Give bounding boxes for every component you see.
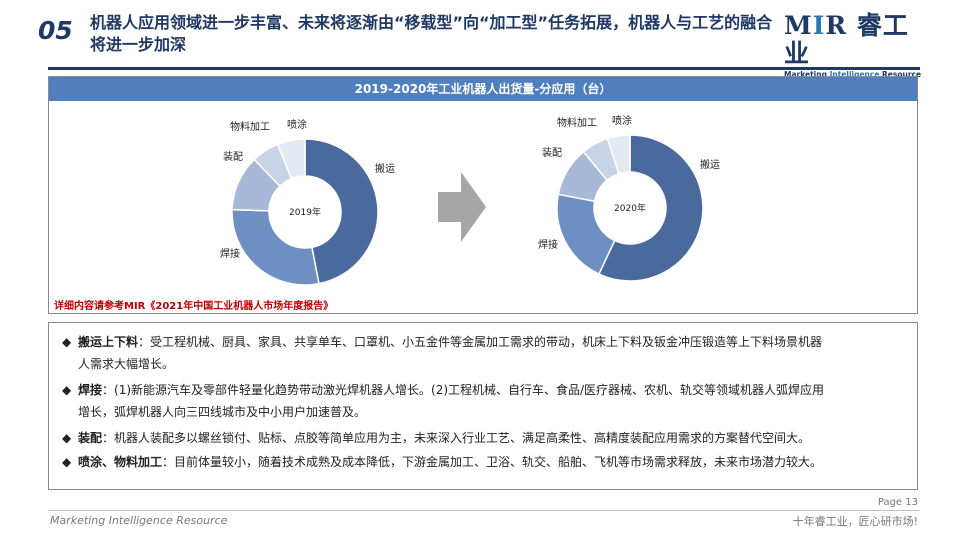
diamond-bullet-icon: ◆: [62, 335, 72, 349]
bullet-text: ：受工程机械、厨具、家具、共享单车、口罩机、小五金件等金属加工需求的带动，机床上…: [138, 335, 823, 349]
donut-hole: [594, 172, 666, 244]
donut-category-label: 焊接: [538, 238, 558, 251]
donut-center-label: 2020年: [614, 202, 646, 214]
footer-divider: [48, 510, 920, 511]
section-number: 05: [38, 16, 73, 45]
bullet-item: ◆ 焊接：(1)新能源汽车及零部件轻量化趋势带动激光焊机器人增长。(2)工程机械、…: [62, 379, 902, 423]
bullet-heading: 搬运上下料: [78, 335, 139, 349]
donut-category-label: 装配: [223, 150, 243, 163]
page-number: Page 13: [877, 497, 918, 508]
company-logo: MIR 睿工业 Marketing Intelligence Resource: [784, 11, 922, 80]
donut-center-label: 2019年: [289, 206, 321, 218]
donut-category-label: 喷涂: [612, 114, 632, 127]
bullet-item: ◆ 装配：机器人装配多以螺丝锁付、贴标、点胶等简单应用为主，未来深入行业工艺、满足…: [62, 427, 902, 449]
chart-panel: [48, 76, 918, 314]
footer-slogan: 十年睿工业，匠心研市场!: [792, 515, 918, 528]
chart-panel-header: 2019-2020年工业机器人出货量-分应用（台）: [49, 77, 917, 101]
bullet-item: ◆ 搬运上下料：受工程机械、厨具、家具、共享单车、口罩机、小五金件等金属加工需求的…: [62, 331, 902, 375]
donut-category-label: 物料加工: [230, 120, 270, 133]
title-divider: [48, 67, 920, 70]
source-note: 详细内容请参考MIR《2021年中国工业机器人市场年度报告》: [54, 301, 334, 312]
text-panel: [48, 322, 918, 490]
bullet-text: ：(1)新能源汽车及零部件轻量化趋势带动激光焊机器人增长。(2)工程机械、自行车…: [102, 383, 825, 397]
bullet-text: 增长，弧焊机器人向三四线城市及中小用户加速普及。: [78, 405, 367, 419]
donut-category-label: 搬运: [700, 158, 720, 171]
bullet-text: ：目前体量较小，随着技术成熟及成本降低，下游金属加工、卫浴、轨交、船舶、飞机等市…: [162, 455, 823, 469]
footer-left-text: Marketing Intelligence Resource: [50, 514, 228, 527]
logo-text: MIR 睿工业: [784, 11, 909, 68]
bullet-item: ◆ 喷涂、物料加工：目前体量较小，随着技术成熟及成本降低，下游金属加工、卫浴、轨交…: [62, 451, 902, 473]
donut-category-label: 喷涂: [287, 118, 307, 131]
diamond-bullet-icon: ◆: [62, 383, 72, 397]
diamond-bullet-icon: ◆: [62, 431, 72, 445]
transition-arrow-icon: [438, 172, 486, 242]
bullet-heading: 喷涂、物料加工: [78, 455, 163, 469]
page-title: 机器人应用领域进一步丰富、未来将逐渐由“移载型”向“加工型”任务拓展，机器人与工…: [90, 13, 773, 54]
donut-hole: [269, 176, 341, 248]
donut-category-label: 焊接: [220, 247, 240, 260]
logo-subtitle: Marketing Intelligence Resource: [784, 70, 922, 79]
bullet-heading: 焊接: [78, 383, 103, 397]
bullet-heading: 装配: [78, 431, 103, 445]
donut-category-label: 搬运: [375, 162, 395, 175]
bullet-text: 人需求大幅增长。: [78, 357, 175, 371]
donut-category-label: 物料加工: [557, 116, 597, 129]
donut-category-label: 装配: [542, 146, 562, 159]
diamond-bullet-icon: ◆: [62, 455, 72, 469]
bullet-text: ：机器人装配多以螺丝锁付、贴标、点胶等简单应用为主，未来深入行业工艺、满足高柔性…: [102, 431, 811, 445]
